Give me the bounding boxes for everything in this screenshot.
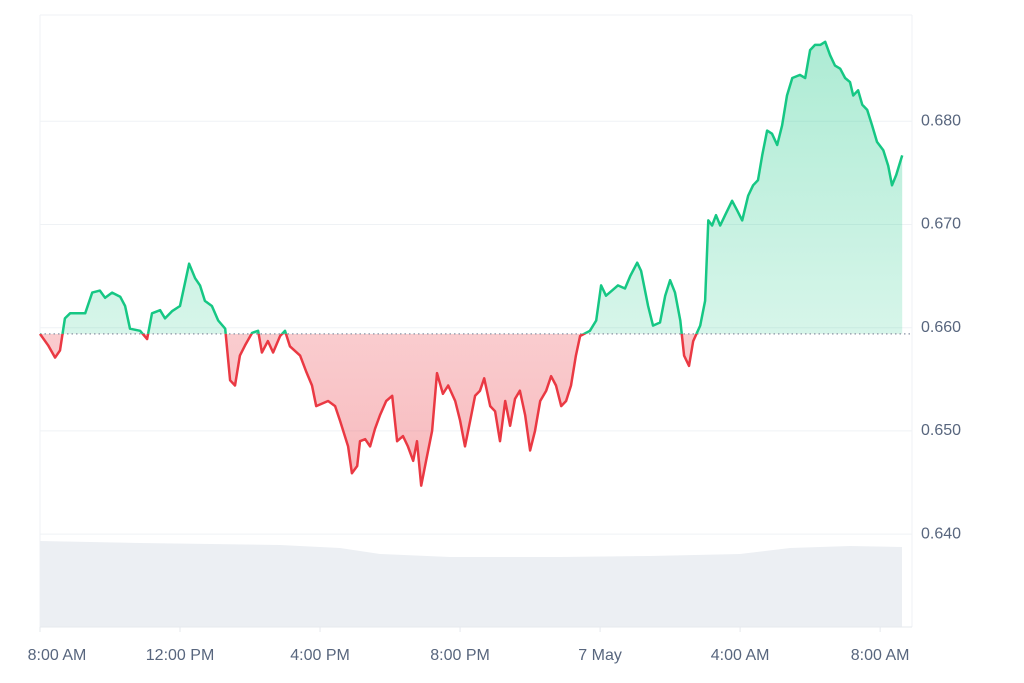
y-tick-label: 0.640: [921, 525, 961, 542]
volume-area: [40, 541, 902, 627]
area-up: [40, 41, 903, 334]
y-tick-label: 0.660: [921, 319, 961, 336]
plot: [38, 40, 912, 487]
x-tick-label: 7 May: [578, 647, 622, 664]
y-tick-label: 0.680: [921, 113, 961, 130]
x-tick-label: 8:00 AM: [28, 647, 87, 664]
x-tick-label: 4:00 AM: [711, 647, 770, 664]
x-tick-label: 8:00 AM: [851, 647, 910, 664]
y-tick-label: 0.650: [921, 422, 961, 439]
price-line-down: [38, 333, 698, 487]
price-line-up: [39, 40, 904, 334]
tick-labels: 0.640 0.650 0.660 0.670 0.680 8:00 AM 12:00 PM…: [28, 113, 961, 665]
y-tick-label: 0.670: [921, 216, 961, 233]
area-down: [40, 333, 697, 486]
x-tick-label: 12:00 PM: [146, 647, 214, 664]
x-tick-label: 8:00 PM: [430, 647, 490, 664]
x-tick-label: 4:00 PM: [290, 647, 350, 664]
